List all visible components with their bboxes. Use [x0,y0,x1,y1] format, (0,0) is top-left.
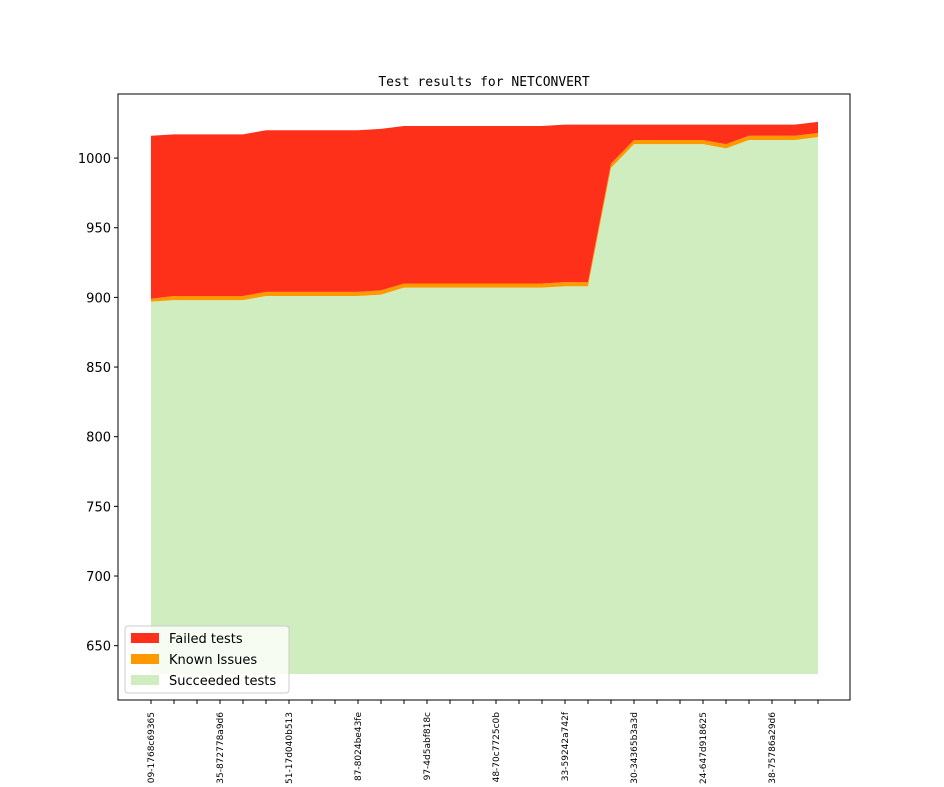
y-tick-label: 650 [86,640,111,655]
x-tick-label: 38-75786a29d6 [768,712,778,784]
chart-title: Test results for NETCONVERT [378,75,589,90]
x-tick-label: 48-70c7725c0b [492,712,502,783]
y-tick-label: 750 [86,500,111,515]
y-tick-label: 1000 [78,152,111,167]
legend-label: Succeeded tests [169,674,276,689]
legend-swatch [131,654,159,664]
legend-swatch [131,633,159,643]
x-tick-label: 51-17d040b513 [285,712,295,784]
legend-label: Failed tests [169,632,243,647]
y-tick-label: 700 [86,570,111,585]
legend-box [124,625,290,694]
x-tick-label: 87-8024be43fe [354,712,364,781]
x-tick-label: 33-59242a742f [561,711,571,781]
legend-swatch [131,675,159,685]
legend-label: Known Issues [169,653,257,668]
y-tick-label: 800 [86,431,111,446]
x-tick-label: 30-34365b3a3d [630,712,640,784]
x-tick-label: 09-1768c69365 [147,712,157,783]
x-tick-label: 35-872778a9d6 [216,712,226,784]
plot-frame [117,93,851,701]
y-tick-label: 900 [86,291,111,306]
area [151,121,818,299]
x-tick-label: 24-647d918625 [699,712,709,784]
area [151,137,818,674]
y-tick-label: 950 [86,222,111,237]
x-tick-label: 97-4d5abf818c [423,712,433,780]
y-tick-label: 850 [86,361,111,376]
